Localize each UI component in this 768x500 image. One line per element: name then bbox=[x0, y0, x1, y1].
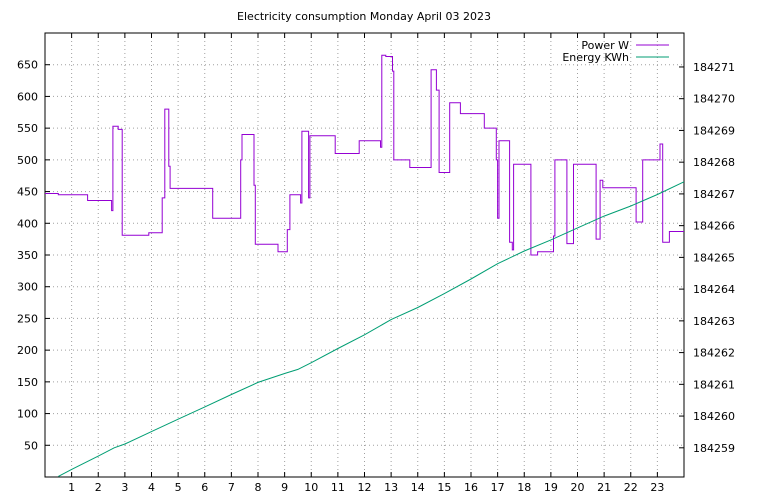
x-tick-label: 22 bbox=[624, 481, 638, 494]
legend-label: Energy KWh bbox=[562, 51, 629, 64]
x-tick-label: 19 bbox=[544, 481, 558, 494]
grid-lines bbox=[45, 33, 684, 477]
y-tick-label: 250 bbox=[17, 312, 38, 325]
y-tick-label: 650 bbox=[17, 59, 38, 72]
y2-tick-label: 184266 bbox=[693, 220, 735, 233]
x-tick-label: 9 bbox=[281, 481, 288, 494]
x-tick-label: 13 bbox=[384, 481, 398, 494]
chart-title: Electricity consumption Monday April 03 … bbox=[237, 10, 491, 23]
x-tick-label: 7 bbox=[228, 481, 235, 494]
y2-tick-label: 184262 bbox=[693, 347, 735, 360]
y2-tick-label: 184270 bbox=[693, 93, 735, 106]
y-tick-label: 400 bbox=[17, 217, 38, 230]
x-tick-label: 20 bbox=[571, 481, 585, 494]
plot-border bbox=[44, 32, 685, 478]
legend-label: Power W bbox=[581, 39, 629, 52]
x-tick-label: 2 bbox=[95, 481, 102, 494]
x-tick-label: 3 bbox=[121, 481, 128, 494]
y2-tick-label: 184268 bbox=[693, 156, 735, 169]
y-tick-label: 600 bbox=[17, 90, 38, 103]
y-tick-label: 450 bbox=[17, 186, 38, 199]
y2-tick-label: 184259 bbox=[693, 442, 735, 455]
x-tick-label: 10 bbox=[304, 481, 318, 494]
y-tick-label: 200 bbox=[17, 344, 38, 357]
series-group bbox=[45, 54, 685, 477]
x-tick-label: 15 bbox=[437, 481, 451, 494]
y2-tick-label: 184271 bbox=[693, 61, 735, 74]
x-tick-label: 5 bbox=[175, 481, 182, 494]
y2-tick-label: 184260 bbox=[693, 410, 735, 423]
y2-tick-label: 184267 bbox=[693, 188, 735, 201]
x-tick-label: 18 bbox=[517, 481, 531, 494]
y2-tick-label: 184263 bbox=[693, 315, 735, 328]
y-tick-label: 150 bbox=[17, 376, 38, 389]
x-tick-label: 16 bbox=[464, 481, 478, 494]
x-tick-label: 4 bbox=[148, 481, 155, 494]
x-tick-label: 12 bbox=[358, 481, 372, 494]
x-tick-label: 21 bbox=[597, 481, 611, 494]
y2-tick-label: 184264 bbox=[693, 283, 735, 296]
x-tick-label: 17 bbox=[491, 481, 505, 494]
series-line-0 bbox=[45, 54, 684, 256]
x-tick-label: 1 bbox=[68, 481, 75, 494]
x-tick-label: 14 bbox=[411, 481, 425, 494]
y2-tick-label: 184265 bbox=[693, 251, 735, 264]
y-tick-label: 500 bbox=[17, 154, 38, 167]
y-tick-label: 300 bbox=[17, 281, 38, 294]
x-tick-label: 23 bbox=[650, 481, 664, 494]
y2-tick-label: 184261 bbox=[693, 378, 735, 391]
y-tick-label: 50 bbox=[24, 439, 38, 452]
y2-tick-label: 184269 bbox=[693, 124, 735, 137]
y-tick-label: 550 bbox=[17, 122, 38, 135]
axes: 1 2 3 4 5 6 7 8 9 10 11 12 13 14 15 16 17 18 19 20 21 22 23501… bbox=[17, 33, 735, 494]
y-tick-label: 350 bbox=[17, 249, 38, 262]
x-tick-label: 11 bbox=[331, 481, 345, 494]
y-tick-label: 100 bbox=[17, 408, 38, 421]
x-tick-label: 6 bbox=[201, 481, 208, 494]
series-line-1 bbox=[58, 181, 685, 477]
x-tick-label: 8 bbox=[255, 481, 262, 494]
